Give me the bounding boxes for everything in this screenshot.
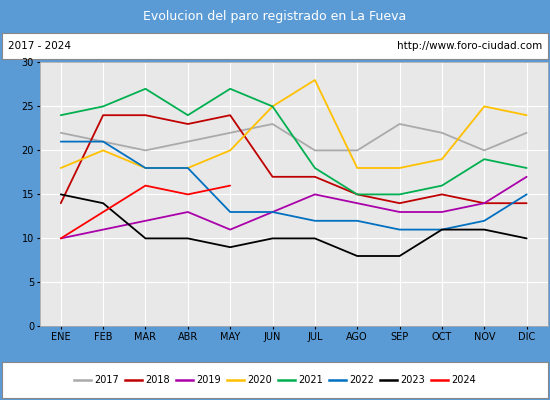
Text: Evolucion del paro registrado en La Fueva: Evolucion del paro registrado en La Fuev…: [144, 10, 406, 23]
Text: 2017 - 2024: 2017 - 2024: [8, 41, 70, 51]
Text: http://www.foro-ciudad.com: http://www.foro-ciudad.com: [397, 41, 542, 51]
Legend: 2017, 2018, 2019, 2020, 2021, 2022, 2023, 2024: 2017, 2018, 2019, 2020, 2021, 2022, 2023…: [70, 371, 480, 389]
